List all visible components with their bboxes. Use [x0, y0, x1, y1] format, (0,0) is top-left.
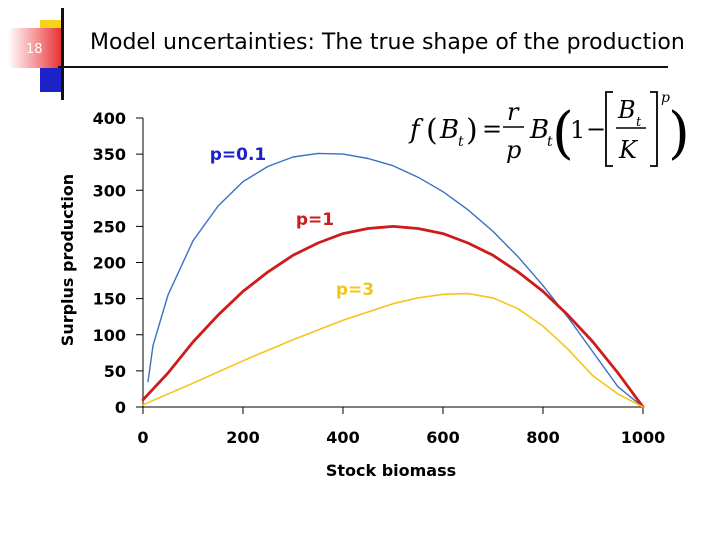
y-tick-label: 50	[104, 362, 126, 381]
eq-open-paren-1: (	[426, 113, 438, 148]
eq-p-denominator: p	[506, 136, 521, 164]
series-line-0	[147, 152, 644, 408]
y-tick-label: 400	[93, 109, 126, 128]
y-tick-label: 0	[115, 398, 126, 417]
x-tick-label: 600	[426, 428, 459, 447]
eq-t-2: t	[547, 134, 553, 150]
y-tick-label: 200	[93, 254, 126, 273]
eq-equals: =	[482, 115, 502, 143]
accent-vertical-rule	[61, 8, 64, 100]
slide-number: 18	[26, 42, 43, 57]
series-line-2	[142, 292, 644, 408]
series-label-2: p=3	[336, 280, 374, 300]
eq-f: f	[408, 115, 424, 145]
y-tick-label: 300	[93, 181, 126, 200]
chart-ticks: 0 50 100 150 200 250 300 350 400 0 200 400 600 800 100…	[93, 109, 666, 447]
eq-open-bracket	[605, 91, 613, 167]
eq-close-paren-1: )	[466, 113, 478, 148]
eq-t-3: t	[636, 115, 642, 130]
eq-B-2: B	[529, 115, 549, 145]
y-tick-label: 100	[93, 326, 126, 345]
eq-p-exponent: p	[661, 90, 670, 106]
x-tick-label: 200	[226, 428, 259, 447]
eq-close-bracket	[650, 91, 658, 167]
series-line-1	[141, 225, 645, 409]
y-tick-label: 250	[93, 217, 126, 236]
eq-B-1: B	[439, 115, 459, 145]
eq-K: K	[618, 136, 639, 164]
x-tick-label: 1000	[621, 428, 666, 447]
y-tick-label: 350	[93, 145, 126, 164]
eq-B-3: B	[617, 96, 636, 124]
series-label-0: p=0.1	[210, 145, 267, 165]
production-equation: f ( B t ) = r p B t ( 1 − B t K p )	[408, 90, 690, 167]
eq-t-1: t	[458, 134, 464, 150]
y-tick-label: 150	[93, 290, 126, 309]
accent-blue-square	[40, 68, 62, 92]
x-tick-label: 0	[137, 428, 148, 447]
eq-r: r	[507, 98, 520, 126]
eq-minus: −	[586, 115, 606, 143]
series-label-1: p=1	[296, 210, 334, 230]
chart-series-labels: p=0.1 p=1 p=3	[210, 145, 374, 300]
eq-close-paren-2: )	[668, 101, 690, 166]
x-tick-label: 400	[326, 428, 359, 447]
x-axis-title: Stock biomass	[326, 461, 456, 480]
slide-title: Model uncertainties: The true shape of t…	[90, 30, 685, 55]
x-tick-label: 800	[526, 428, 559, 447]
eq-open-paren-2: (	[552, 101, 574, 166]
chart-series	[141, 152, 645, 409]
accent-red-block	[8, 28, 64, 68]
y-axis-title: Surplus production	[58, 174, 77, 346]
accent-horizontal-rule	[58, 66, 668, 68]
eq-one: 1	[570, 116, 585, 144]
